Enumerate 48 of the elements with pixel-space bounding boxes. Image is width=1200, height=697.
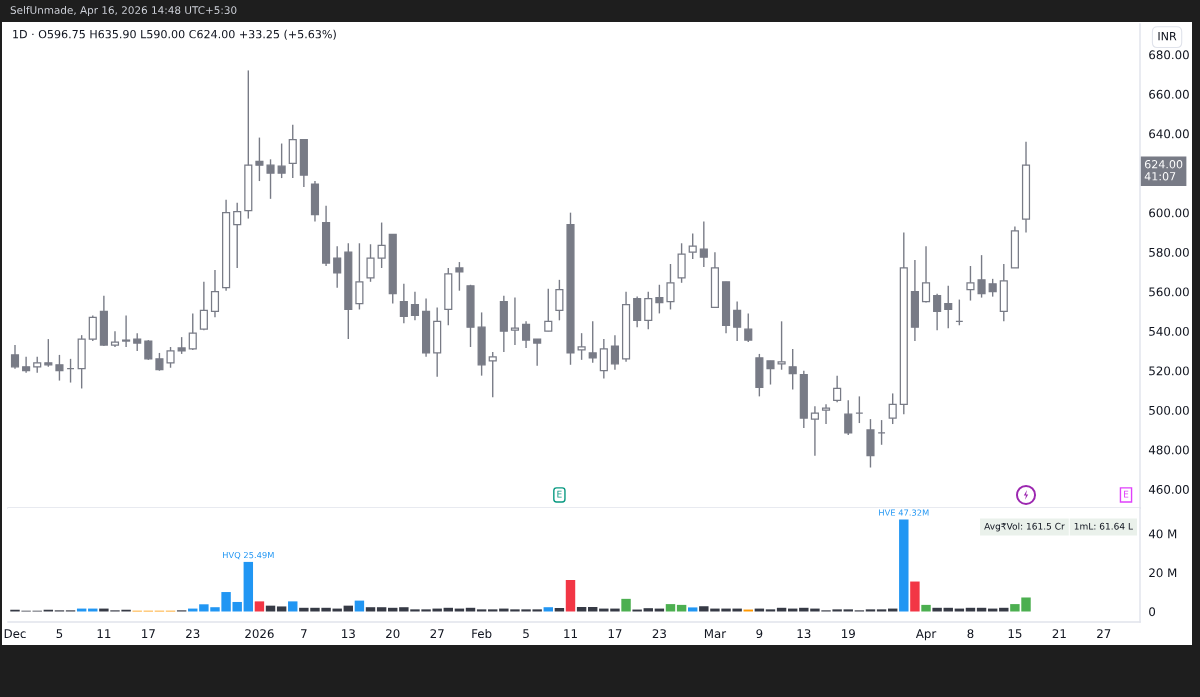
x-tick-label: 8 <box>967 629 974 639</box>
x-tick-label: Dec <box>4 629 26 639</box>
chart-subtitle: 1D · O596.75 H635.90 L590.00 C624.00 +33.25 (+5.63%) <box>13 29 336 40</box>
y-tick-label: 460.00 <box>1148 484 1189 494</box>
x-tick-label: Apr <box>915 629 937 641</box>
y-tick-label: 520.00 <box>1149 366 1189 376</box>
x-tick-label: 23 <box>186 629 200 639</box>
data-label: HVE 47.32M <box>879 509 929 516</box>
y-tick-label: 580.00 <box>1149 247 1189 257</box>
y-tick-label: 600.00 <box>1149 208 1189 218</box>
x-tick-label: 5 <box>56 629 63 639</box>
annotation: E <box>557 490 562 498</box>
x-tick-label: Mar <box>704 629 727 639</box>
x-tick-label: 2026 <box>245 629 274 639</box>
x-tick-label: 27 <box>1097 629 1111 638</box>
y-tick-label: 500.00 <box>1149 405 1189 415</box>
x-tick-label: 11 <box>564 629 577 638</box>
text: SelfUnmade, Apr 16, 2026 14:48 UTC+5:30 <box>10 5 237 17</box>
x-tick-label: 7 <box>301 629 307 638</box>
x-tick-label: 27 <box>430 629 444 638</box>
y-tick-label: 640.00 <box>1149 129 1189 139</box>
y-tick-label: 540.00 <box>1149 326 1189 336</box>
y-tick-label: 480.00 <box>1148 445 1189 455</box>
x-tick-label: 19 <box>842 629 855 639</box>
x-tick-label: 17 <box>142 629 155 638</box>
x-tick-label: 9 <box>756 629 763 639</box>
y-tick-label: 0 <box>1149 607 1156 617</box>
annotation: E <box>1124 490 1129 498</box>
data-label: HVQ 25.49M <box>223 551 274 560</box>
y-tick-label: 680.00 <box>1149 50 1189 60</box>
y-tick-label: 660.00 <box>1149 89 1189 99</box>
x-tick-label: 21 <box>1052 629 1066 638</box>
y-axis-title: INR <box>1158 32 1177 41</box>
y-tick-label: 560.00 <box>1149 287 1189 297</box>
x-tick-label: 20 <box>386 629 400 639</box>
y-tick-label: 20 M <box>1149 568 1177 578</box>
annotation: Avg₹Vol: 161.5 Cr <box>984 522 1065 532</box>
x-tick-label: 11 <box>97 629 111 638</box>
annotation: 1mL: 61.64 L <box>1074 522 1133 530</box>
x-tick-label: 13 <box>342 629 355 639</box>
text: 624.00 41:07 <box>1144 160 1183 181</box>
x-tick-label: Feb <box>472 628 492 639</box>
x-tick-label: 23 <box>652 629 666 639</box>
x-tick-label: 13 <box>797 629 811 639</box>
y-tick-label: 40 M <box>1148 529 1177 539</box>
x-tick-label: 15 <box>1008 629 1022 639</box>
x-tick-label: 5 <box>523 629 529 639</box>
x-tick-label: 17 <box>608 629 622 638</box>
